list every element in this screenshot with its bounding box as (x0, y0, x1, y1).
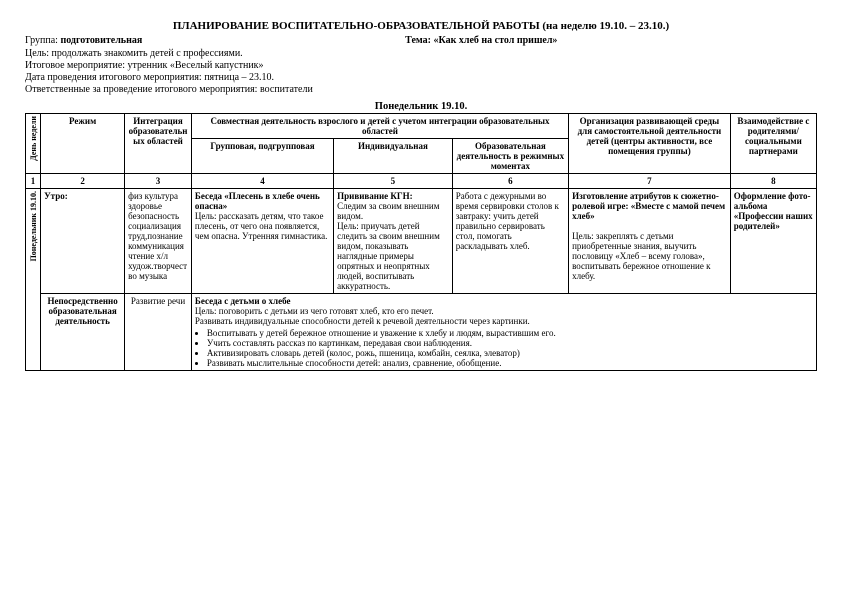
parent-title: Оформление фото-альбома «Профессии наших… (734, 191, 813, 231)
th-joint: Совместная деятельность взрослого и дете… (191, 114, 568, 139)
num-5: 5 (334, 174, 453, 189)
resp-line: Ответственные за проведение итогового ме… (25, 84, 817, 95)
th-env: Организация развивающей среды для самост… (569, 114, 731, 174)
cell-integ-2: Развитие речи (125, 294, 192, 371)
cell-env-1: Изготовление атрибутов к сюжетно-ролевой… (569, 189, 731, 294)
theme-label: Тема: (405, 35, 431, 46)
activity-title-2: Беседа с детьми о хлебе (195, 296, 813, 306)
th-group: Групповая, подгрупповая (191, 139, 333, 174)
num-3: 3 (125, 174, 192, 189)
env-title: Изготовление атрибутов к сюжетно-ролевой… (572, 191, 727, 221)
bullet-item: Учить составлять рассказ по картинкам, п… (207, 338, 813, 348)
indiv-body: Цель: приучать детей следить за своим вн… (337, 221, 449, 291)
goal-line: Цель: продолжать знакомить детей с профе… (25, 48, 817, 59)
group-line: Группа: подготовительная (25, 35, 405, 46)
num-8: 8 (730, 174, 816, 189)
cell-edu-1: Работа с дежурными во время сервировки с… (452, 189, 568, 294)
event-line: Итоговое мероприятие: утренник «Веселый … (25, 60, 817, 71)
cell-indiv-1: Прививание КГН: Следим за своим внешним … (334, 189, 453, 294)
theme-value: «Как хлеб на стол пришел» (433, 35, 557, 46)
theme-line: Тема: «Как хлеб на стол пришел» (405, 35, 817, 46)
th-inter: Взаимодействие с родителями/ социальными… (730, 114, 816, 174)
group-activity-title: Беседа «Плесень в хлебе очень опасна» (195, 191, 330, 211)
cell-regime-2: Непосредственно образовательная деятельн… (41, 294, 125, 371)
bullet-item: Активизировать словарь детей (колос, рож… (207, 348, 813, 358)
date-line: Дата проведения итогового мероприятия: п… (25, 72, 817, 83)
activity-line1-2: Развивать индивидуальные способности дет… (195, 316, 813, 326)
activity-goal-2: Цель: поговорить с детьми из чего готовя… (195, 306, 813, 316)
cell-day: Понедельник 19.10. (26, 189, 41, 371)
th-regime: Режим (41, 114, 125, 174)
th-edu: Образовательная деятельность в режимных … (452, 139, 568, 174)
plan-table: День недели Режим Интеграция образовател… (25, 113, 817, 371)
cell-group-1: Беседа «Плесень в хлебе очень опасна» Це… (191, 189, 333, 294)
th-integ: Интеграция образовательных областей (125, 114, 192, 174)
indiv-title: Прививание КГН: (337, 191, 449, 201)
group-label: Группа: (25, 35, 58, 46)
bullet-item: Развивать мыслительные способности детей… (207, 358, 813, 368)
group-activity-body: Цель: рассказать детям, что такое плесен… (195, 211, 330, 241)
page-title: ПЛАНИРОВАНИЕ ВОСПИТАТЕЛЬНО-ОБРАЗОВАТЕЛЬН… (25, 20, 817, 32)
bullet-item: Воспитывать у детей бережное отношение и… (207, 328, 813, 338)
env-body: Цель: закреплять с детьми приобретенные … (572, 231, 727, 281)
cell-merged-2: Беседа с детьми о хлебе Цель: поговорить… (191, 294, 816, 371)
num-1: 1 (26, 174, 41, 189)
cell-parent-1: Оформление фото-альбома «Профессии наших… (730, 189, 816, 294)
th-day: День недели (26, 114, 41, 174)
cell-integ-1: физ культура здоровье безопасность социа… (125, 189, 192, 294)
day-subheader: Понедельник 19.10. (25, 101, 817, 112)
table-row: Непосредственно образовательная деятельн… (26, 294, 817, 371)
num-6: 6 (452, 174, 568, 189)
th-indiv: Индивидуальная (334, 139, 453, 174)
cell-regime-1: Утро: (41, 189, 125, 294)
num-7: 7 (569, 174, 731, 189)
num-4: 4 (191, 174, 333, 189)
activity-bullets: Воспитывать у детей бережное отношение и… (195, 328, 813, 368)
table-row: Понедельник 19.10. Утро: физ культура зд… (26, 189, 817, 294)
num-2: 2 (41, 174, 125, 189)
indiv-line1: Следим за своим внешним видом. (337, 201, 449, 221)
group-value: подготовительная (60, 35, 142, 46)
